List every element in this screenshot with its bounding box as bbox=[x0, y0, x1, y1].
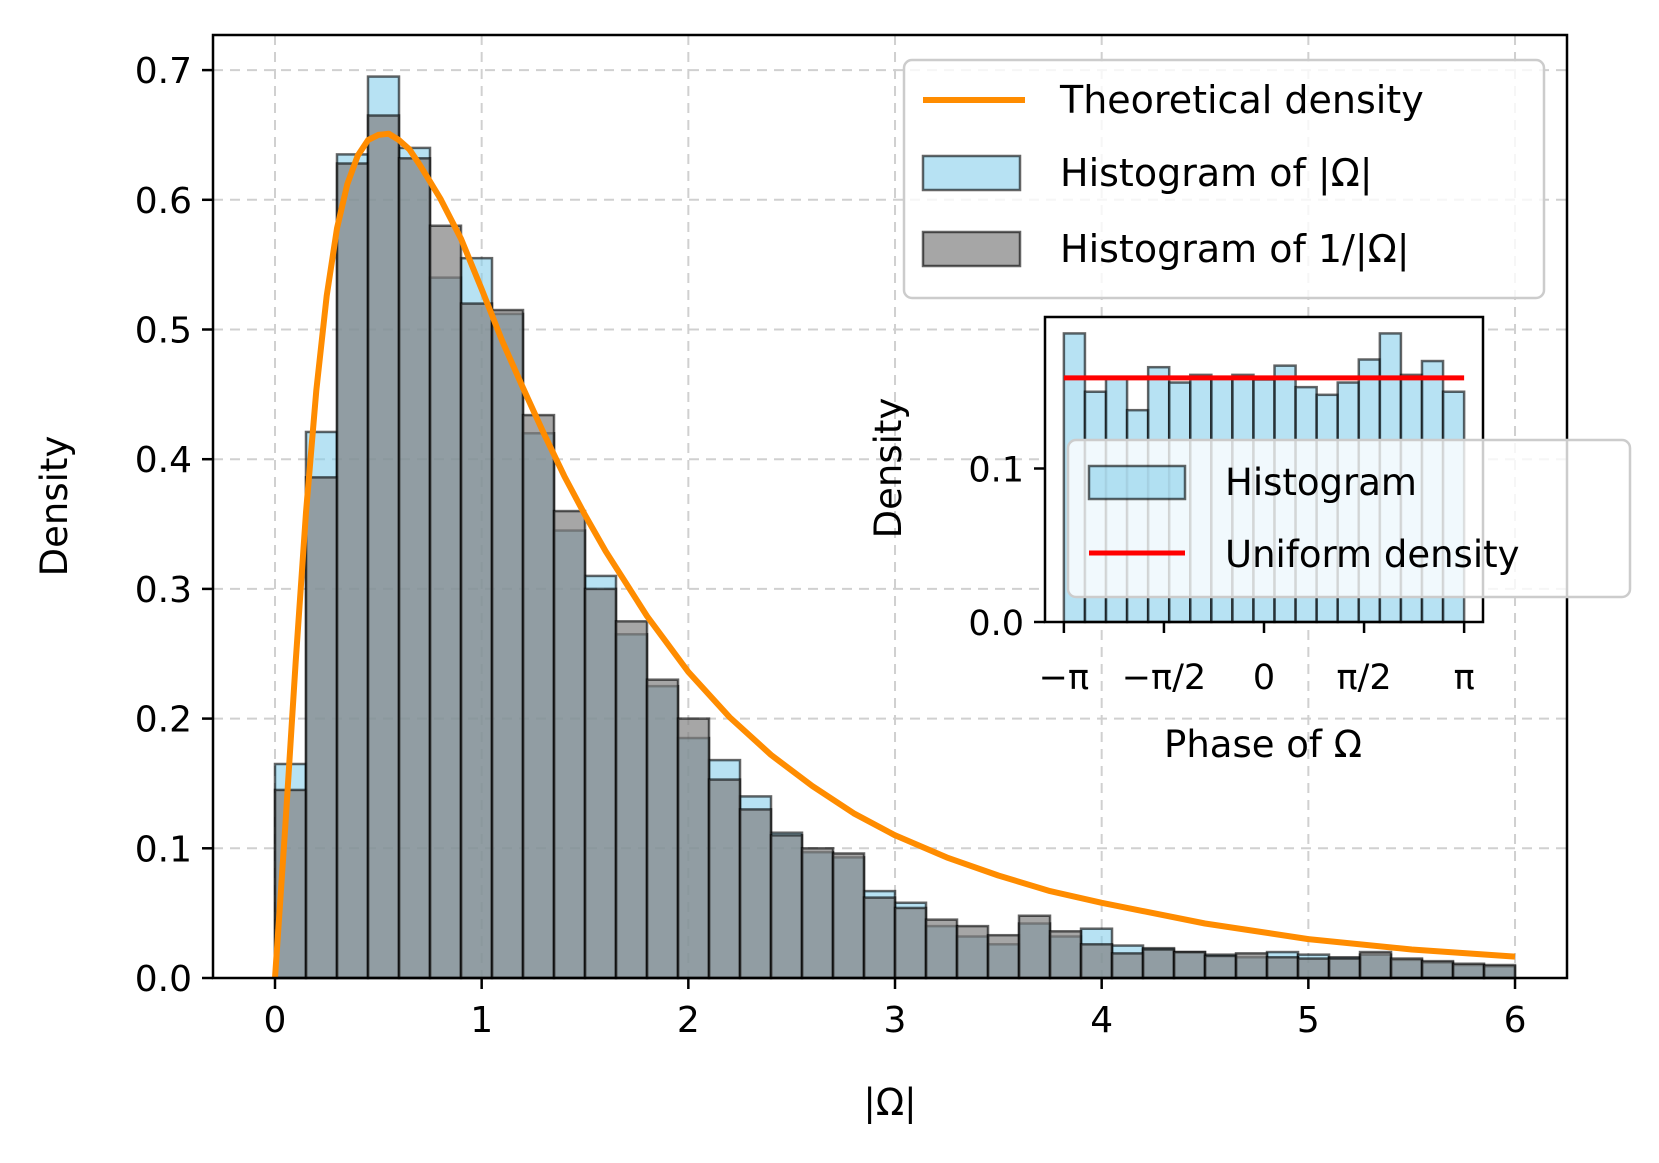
histogram-inverse-bar bbox=[738, 808, 773, 980]
main-x-tick-label: 6 bbox=[1504, 1000, 1527, 1041]
histogram-inverse-bar bbox=[955, 924, 990, 980]
main-y-axis-label: Density bbox=[33, 436, 76, 577]
histogram-inverse-bar bbox=[1389, 957, 1424, 980]
histogram-inverse-bar bbox=[1358, 950, 1393, 980]
inset-legend-box bbox=[1066, 438, 1632, 599]
inset-x-axis-label: Phase of Ω bbox=[1164, 723, 1362, 766]
histogram-inverse-bar bbox=[552, 509, 587, 980]
main-x-tick-label: 4 bbox=[1090, 1000, 1113, 1041]
histogram-inverse-bar bbox=[1172, 950, 1207, 980]
histogram-inverse-bar bbox=[676, 717, 711, 980]
histogram-inverse-bar bbox=[428, 224, 463, 980]
inset-x-tick-label: π bbox=[1454, 658, 1475, 698]
main-bars-inverse bbox=[273, 114, 1517, 980]
histogram-inverse-bar bbox=[862, 896, 897, 980]
histogram-inverse-bar bbox=[831, 852, 866, 980]
histogram-inverse-bar bbox=[924, 918, 959, 980]
histogram-inverse-bar bbox=[1110, 952, 1145, 980]
histogram-inverse-bar bbox=[893, 906, 928, 980]
histogram-inverse-bar bbox=[1048, 930, 1083, 980]
histogram-inverse-bar bbox=[1234, 952, 1269, 980]
main-y-tick-label: 0.3 bbox=[135, 570, 192, 611]
histogram-inverse-bar bbox=[1079, 943, 1114, 980]
histogram-inverse-bar bbox=[1141, 948, 1176, 980]
inset-x-axis-ticks: −π −π/2 0 π/2 π bbox=[1039, 622, 1475, 698]
histogram-inverse-bar bbox=[1296, 957, 1331, 980]
theoretical-density-line bbox=[272, 130, 1516, 979]
inset-legend-swatch-histogram bbox=[1087, 464, 1187, 501]
histogram-inverse-bar bbox=[397, 157, 432, 980]
histogram-inverse-bar bbox=[645, 678, 680, 980]
histogram-inverse-bar bbox=[1203, 954, 1238, 980]
inset-x-tick-label: π/2 bbox=[1336, 658, 1391, 698]
main-legend: Theoretical density Histogram of |Ω| His… bbox=[902, 58, 1546, 300]
histogram-inverse-bar bbox=[1420, 959, 1455, 980]
main-x-tick-label: 2 bbox=[677, 1000, 700, 1041]
main-x-tick-label: 1 bbox=[470, 1000, 493, 1041]
histogram-inverse-bar bbox=[366, 114, 401, 980]
main-y-axis-ticks: 0.0 0.1 0.2 0.3 0.4 0.5 0.6 0.7 bbox=[135, 51, 213, 1000]
histogram-inverse-bar bbox=[986, 933, 1021, 980]
inset-x-tick-label: −π/2 bbox=[1122, 658, 1206, 698]
inset-y-tick-label: 0.0 bbox=[968, 604, 1024, 644]
histogram-inverse-bar bbox=[800, 847, 835, 980]
legend-swatch-abs bbox=[921, 154, 1022, 192]
histogram-inverse-bar bbox=[1482, 963, 1517, 980]
histogram-inverse-bar bbox=[304, 476, 339, 980]
inset-legend: Histogram Uniform density bbox=[1066, 438, 1632, 599]
histogram-inverse-bar bbox=[707, 778, 742, 980]
main-legend-box bbox=[902, 58, 1546, 300]
main-y-tick-label: 0.0 bbox=[135, 959, 192, 1000]
inset-legend-label-histogram: Histogram bbox=[1225, 461, 1417, 504]
histogram-inverse-bar bbox=[1451, 962, 1486, 980]
inset-y-tick-label: 0.1 bbox=[968, 451, 1024, 491]
histogram-inverse-bar bbox=[490, 308, 525, 980]
legend-swatch-inverse bbox=[921, 230, 1022, 268]
main-x-tick-label: 3 bbox=[884, 1000, 907, 1041]
inset-y-axis-label: Density bbox=[867, 398, 910, 539]
legend-label-abs: Histogram of |Ω| bbox=[1060, 151, 1373, 196]
main-x-axis-ticks: 0 1 2 3 4 5 6 bbox=[264, 978, 1527, 1041]
histogram-inverse-bar bbox=[459, 302, 494, 980]
main-y-tick-label: 0.2 bbox=[135, 700, 192, 741]
main-x-axis-label: |Ω| bbox=[863, 1081, 916, 1124]
main-y-tick-label: 0.4 bbox=[135, 440, 192, 481]
histogram-inverse-bar bbox=[614, 620, 649, 980]
main-y-tick-label: 0.1 bbox=[135, 829, 192, 870]
histogram-inverse-bar bbox=[1327, 957, 1362, 980]
histogram-inverse-bar bbox=[335, 162, 370, 980]
inset-x-tick-label: −π bbox=[1039, 658, 1089, 698]
inset-legend-label-uniform: Uniform density bbox=[1225, 533, 1520, 576]
main-y-tick-label: 0.5 bbox=[135, 311, 192, 352]
main-y-tick-label: 0.6 bbox=[135, 181, 192, 222]
main-x-tick-label: 0 bbox=[264, 1000, 287, 1041]
legend-label-theoretical: Theoretical density bbox=[1059, 78, 1424, 122]
main-y-tick-label: 0.7 bbox=[135, 51, 192, 92]
histogram-inverse-bar bbox=[583, 587, 618, 980]
main-x-tick-label: 5 bbox=[1297, 1000, 1320, 1041]
histogram-inverse-bar bbox=[1017, 914, 1052, 980]
histogram-inverse-bar bbox=[521, 413, 556, 980]
inset-x-tick-label: 0 bbox=[1253, 658, 1275, 698]
histogram-inverse-bar bbox=[1265, 955, 1300, 980]
legend-label-inverse: Histogram of 1/|Ω| bbox=[1060, 227, 1410, 272]
inset-y-axis-ticks: 0.0 0.1 bbox=[968, 451, 1045, 644]
main-chart: 0 1 2 3 4 5 6 0.0 0.1 0.2 0.3 0.4 0.5 0.6 0.7 |Ω| Den… bbox=[33, 33, 1569, 1124]
histogram-inverse-bar bbox=[769, 834, 804, 980]
